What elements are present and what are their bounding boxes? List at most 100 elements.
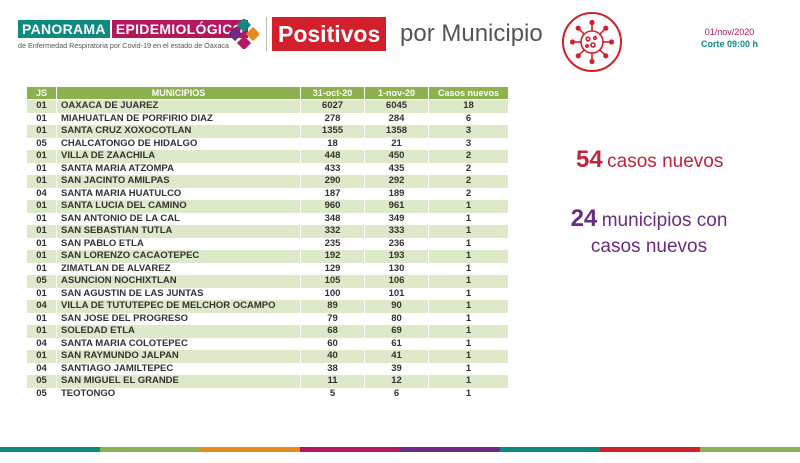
cell-js: 01: [26, 112, 57, 125]
table-row: 04 SANTA MARIA HUATULCO 187 189 2: [26, 187, 509, 200]
table-row: 01 SAN JOSE DEL PROGRESO 79 80 1: [26, 312, 509, 325]
cell-casos-nuevos: 1: [428, 325, 509, 338]
cell-js: 01: [26, 175, 57, 188]
cell-municipio: SAN PABLO ETLA: [56, 237, 301, 250]
table-row: 05 CHALCATONGO DE HIDALGO 18 21 3: [26, 137, 509, 150]
table-row: 05 TEOTONGO 5 6 1: [26, 387, 509, 400]
municipios-label-1: municipios con: [601, 210, 728, 231]
cell-1-nov: 39: [364, 362, 429, 375]
four-color-x-logo-icon: [229, 19, 259, 49]
cell-1-nov: 333: [364, 225, 429, 238]
cell-casos-nuevos: 2: [428, 162, 509, 175]
cell-31-oct: 192: [300, 250, 365, 263]
municipios-summary: 24 municipios con casos nuevos: [564, 206, 734, 260]
cell-js: 01: [26, 150, 57, 163]
cell-casos-nuevos: 6: [428, 112, 509, 125]
cell-casos-nuevos: 2: [428, 150, 509, 163]
cell-municipio: SAN JACINTO AMILPAS: [56, 175, 301, 188]
cell-js: 05: [26, 137, 57, 150]
cell-1-nov: 101: [364, 287, 429, 300]
cell-casos-nuevos: 1: [428, 200, 509, 213]
cell-31-oct: 18: [300, 137, 365, 150]
cell-casos-nuevos: 2: [428, 175, 509, 188]
cell-casos-nuevos: 1: [428, 300, 509, 313]
cell-municipio: SANTA MARIA COLOTEPEC: [56, 337, 301, 350]
cell-31-oct: 433: [300, 162, 365, 175]
cell-municipio: SANTA MARIA HUATULCO: [56, 187, 301, 200]
table-row: 01 SANTA CRUZ XOXOCOTLAN 1355 1358 3: [26, 125, 509, 138]
table-row: 01 SANTA MARIA ATZOMPA 433 435 2: [26, 162, 509, 175]
brand-block: PANORAMA EPIDEMIOLÓGICO de Enfermedad Re…: [18, 20, 248, 50]
cell-municipio: SANTA LUCIA DEL CAMINO: [56, 200, 301, 213]
cell-1-nov: 6045: [364, 99, 429, 113]
cell-municipio: VILLA DE TUTUTEPEC DE MELCHOR OCAMPO: [56, 300, 301, 313]
municipios-table: JS MUNICIPIOS 31-oct-20 1-nov-20 Casos n…: [26, 86, 509, 400]
cell-1-nov: 450: [364, 150, 429, 163]
cell-31-oct: 5: [300, 387, 365, 400]
cell-casos-nuevos: 18: [428, 99, 509, 113]
cell-1-nov: 130: [364, 262, 429, 275]
cell-1-nov: 90: [364, 300, 429, 313]
cell-casos-nuevos: 1: [428, 262, 509, 275]
cell-31-oct: 290: [300, 175, 365, 188]
cell-1-nov: 236: [364, 237, 429, 250]
cell-casos-nuevos: 1: [428, 275, 509, 288]
cell-1-nov: 189: [364, 187, 429, 200]
cell-1-nov: 349: [364, 212, 429, 225]
cell-municipio: VILLA DE ZAACHILA: [56, 150, 301, 163]
cell-casos-nuevos: 2: [428, 187, 509, 200]
cell-municipio: SAN AGUSTIN DE LAS JUNTAS: [56, 287, 301, 300]
cell-js: 01: [26, 325, 57, 338]
cell-1-nov: 284: [364, 112, 429, 125]
virus-badge: [562, 12, 622, 72]
page-title-rest: por Municipio: [400, 20, 543, 47]
cell-municipio: SAN MIGUEL EL GRANDE: [56, 375, 301, 388]
cell-js: 01: [26, 225, 57, 238]
table-row: 05 SAN MIGUEL EL GRANDE 11 12 1: [26, 375, 509, 388]
virus-icon: [569, 19, 615, 65]
table-row: 01 SAN LORENZO CACAOTEPEC 192 193 1: [26, 250, 509, 263]
date-value: 01/nov/2020: [704, 27, 755, 37]
new-cases-label: casos nuevos: [607, 151, 724, 172]
cell-municipio: TEOTONGO: [56, 387, 301, 400]
cell-1-nov: 6: [364, 387, 429, 400]
table-row: 01 SAN RAYMUNDO JALPAN 40 41 1: [26, 350, 509, 363]
col-header-js: JS: [26, 86, 57, 100]
cell-js: 01: [26, 250, 57, 263]
cell-js: 01: [26, 287, 57, 300]
cell-1-nov: 1358: [364, 125, 429, 138]
cell-js: 01: [26, 200, 57, 213]
cell-municipio: SAN JOSE DEL PROGRESO: [56, 312, 301, 325]
table-row: 01 SAN PABLO ETLA 235 236 1: [26, 237, 509, 250]
cell-municipio: ASUNCION NOCHIXTLAN: [56, 275, 301, 288]
new-cases-summary: 54 casos nuevos: [576, 146, 723, 174]
cell-31-oct: 100: [300, 287, 365, 300]
cell-casos-nuevos: 1: [428, 312, 509, 325]
cell-31-oct: 11: [300, 375, 365, 388]
cell-municipio: SANTA CRUZ XOXOCOTLAN: [56, 125, 301, 138]
cell-1-nov: 292: [364, 175, 429, 188]
cell-js: 04: [26, 300, 57, 313]
table-row: 04 SANTIAGO JAMILTEPEC 38 39 1: [26, 362, 509, 375]
cell-js: 05: [26, 275, 57, 288]
cell-casos-nuevos: 1: [428, 337, 509, 350]
cell-js: 01: [26, 162, 57, 175]
cell-1-nov: 80: [364, 312, 429, 325]
cell-casos-nuevos: 3: [428, 137, 509, 150]
cell-js: 01: [26, 237, 57, 250]
cell-31-oct: 6027: [300, 99, 365, 113]
table-row: 01 SANTA LUCIA DEL CAMINO 960 961 1: [26, 200, 509, 213]
cell-1-nov: 41: [364, 350, 429, 363]
cell-casos-nuevos: 1: [428, 250, 509, 263]
table-row: 01 OAXACA DE JUAREZ 6027 6045 18: [26, 99, 509, 113]
cell-1-nov: 12: [364, 375, 429, 388]
cutoff-time: Corte 09:00 h: [700, 39, 758, 49]
cell-31-oct: 960: [300, 200, 365, 213]
bottom-color-stripe: [0, 447, 800, 452]
table-row: 01 SAN SEBASTIAN TUTLA 332 333 1: [26, 225, 509, 238]
cell-1-nov: 61: [364, 337, 429, 350]
col-header-31-oct: 31-oct-20: [300, 86, 365, 100]
cell-municipio: MIAHUATLAN DE PORFIRIO DIAZ: [56, 112, 301, 125]
table-row: 01 MIAHUATLAN DE PORFIRIO DIAZ 278 284 6: [26, 112, 509, 125]
cell-31-oct: 38: [300, 362, 365, 375]
